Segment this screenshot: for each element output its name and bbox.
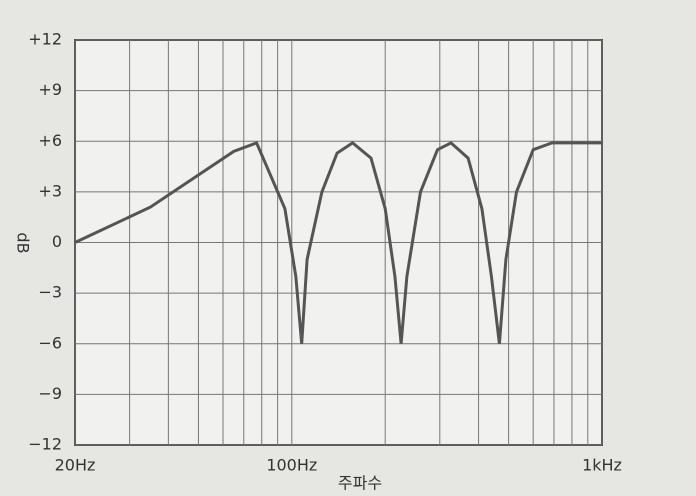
y-tick-label: −9 <box>38 384 62 403</box>
response-curve <box>74 140 602 344</box>
y-tick-label: −6 <box>38 333 62 352</box>
x-axis-label: 주파수 <box>338 474 382 493</box>
y-tick-label: 0 <box>52 232 62 251</box>
y-tick-label: +9 <box>38 80 62 99</box>
x-tick-label: 100Hz <box>266 456 317 475</box>
y-tick-label: +3 <box>38 181 62 200</box>
y-tick-label: +6 <box>38 131 62 150</box>
y-tick-label: −3 <box>38 283 62 302</box>
x-tick-label: 20Hz <box>55 456 96 475</box>
x-tick-label: 1kHz <box>582 456 622 475</box>
y-tick-label: −12 <box>28 435 62 454</box>
y-tick-label: +12 <box>28 30 62 49</box>
y-axis-label: dB <box>14 232 33 253</box>
